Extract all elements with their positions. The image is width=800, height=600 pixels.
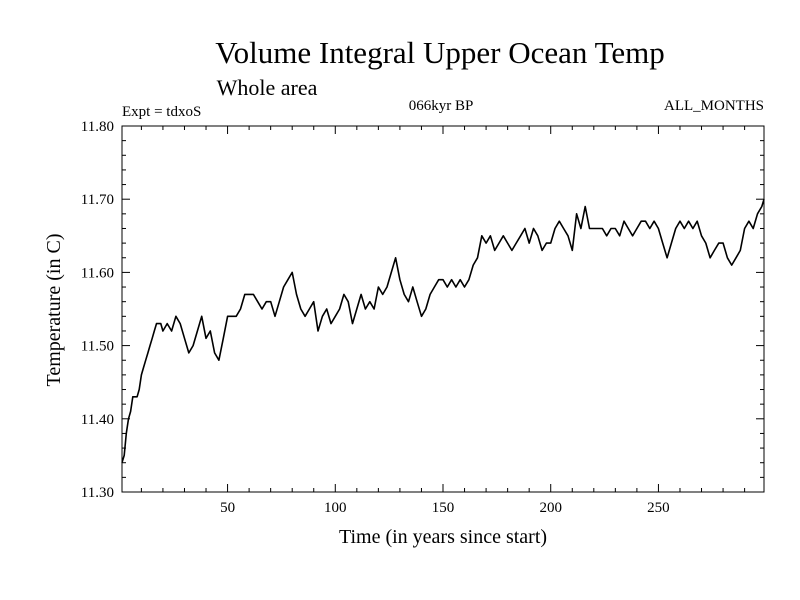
plot-frame	[121, 125, 765, 493]
y-tick-label: 11.70	[81, 192, 114, 208]
x-tick-label: 100	[324, 500, 347, 516]
x-tick-label: 50	[220, 500, 235, 516]
y-tick-label: 11.40	[81, 412, 114, 428]
axes	[121, 125, 765, 493]
period-label: 066kyr BP	[409, 98, 474, 114]
tick-labels: 50 100 150 200 250 11.30 11.40 11.50 11.60 11.70 1…	[81, 119, 670, 516]
temperature-series-line	[121, 198, 765, 463]
y-tick-label: 11.80	[81, 119, 114, 135]
chart-subtitle: Whole area	[217, 75, 318, 100]
y-axis-label: Temperature (in C)	[43, 234, 65, 387]
series-group	[121, 198, 765, 463]
tick-marks	[122, 125, 764, 493]
x-tick-label: 150	[432, 500, 455, 516]
y-tick-label: 11.60	[81, 265, 114, 281]
months-label: ALL_MONTHS	[664, 98, 764, 114]
y-tick-label: 11.30	[81, 485, 114, 501]
x-axis-label: Time (in years since start)	[339, 526, 547, 548]
x-tick-label: 250	[647, 500, 670, 516]
x-tick-label: 200	[539, 500, 562, 516]
experiment-label: Expt = tdxoS	[122, 104, 201, 120]
chart-title: Volume Integral Upper Ocean Temp	[215, 35, 665, 70]
y-tick-label: 11.50	[81, 339, 114, 355]
